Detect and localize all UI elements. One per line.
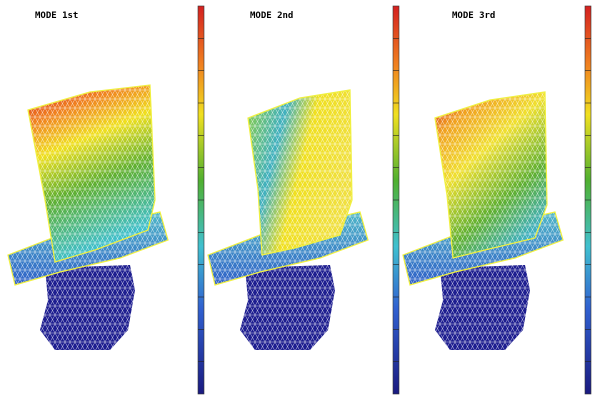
- panel-title: MODE 2nd: [250, 11, 293, 21]
- panel: [207, 89, 369, 351]
- panel-title: MODE 3rd: [452, 11, 495, 21]
- panel: [7, 84, 169, 351]
- blade-mesh: [434, 91, 548, 259]
- blade-mesh: [247, 89, 353, 256]
- panel: [402, 91, 564, 351]
- panel-title: MODE 1st: [35, 11, 78, 21]
- blade-mesh: [27, 84, 156, 263]
